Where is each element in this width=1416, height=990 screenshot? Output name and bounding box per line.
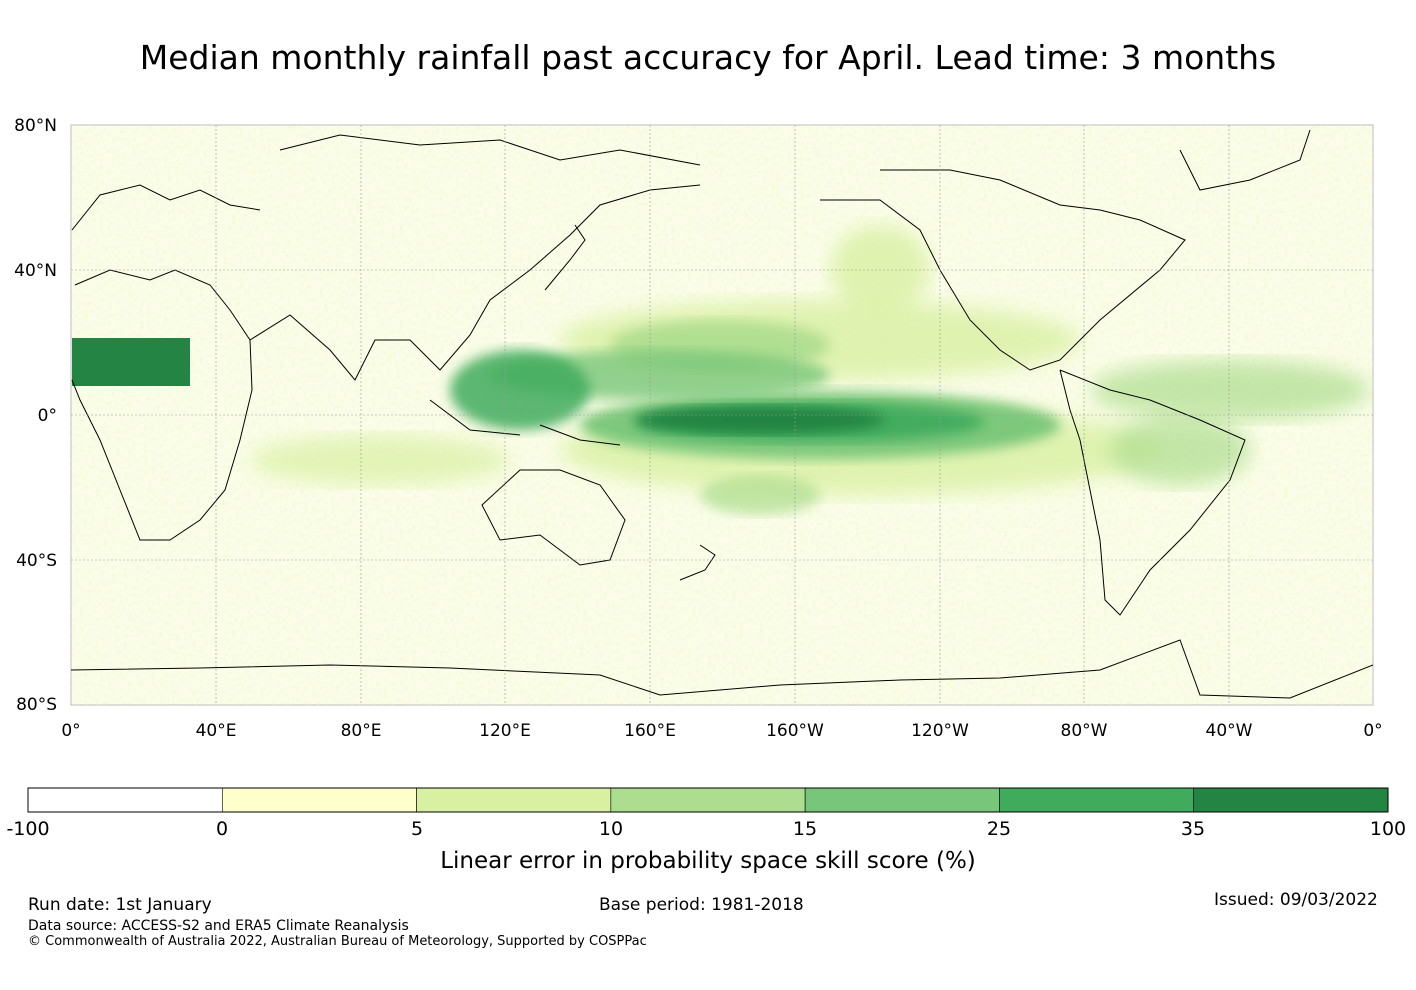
run-date: Run date: 1st January [28,895,212,915]
colorbar-tick: 15 [793,818,817,840]
colorbar-label: Linear error in probability space skill … [440,848,976,874]
lon-label: 0° [1363,721,1382,741]
lat-label: 0° [38,406,57,426]
colorbar-tick: -100 [6,818,49,840]
lon-label: 160°E [624,721,676,741]
issued-date: Issued: 09/03/2022 [1214,890,1378,910]
data-source: Data source: ACCESS-S2 and ERA5 Climate … [28,918,409,934]
copyright: © Commonwealth of Australia 2022, Austra… [28,934,647,949]
graticule [71,125,1373,705]
colorbar-segment [416,787,612,813]
coastlines [71,129,1373,699]
lon-label: 40°W [1206,721,1253,741]
lon-label: 0° [61,721,80,741]
lon-label: 120°W [911,721,969,741]
colorbar-tick: 100 [1370,818,1406,840]
base-period: Base period: 1981-2018 [599,895,804,915]
lon-label: 40°E [196,721,237,741]
colorbar-segment [999,787,1195,813]
colorbar-segment [27,787,223,813]
colorbar-tick: 25 [987,818,1011,840]
lon-label: 80°E [341,721,382,741]
chart-title: Median monthly rainfall past accuracy fo… [139,38,1277,77]
colorbar-segment [1193,787,1389,813]
colorbar-segment [221,787,417,813]
skill-map: 80°N 40°N 0° 40°S 80°S 0° 40°E 80°E 120°… [14,116,1383,741]
lon-label: 120°E [479,721,531,741]
colorbar-tick: 0 [216,818,228,840]
colorbar-segment [804,787,1000,813]
skill-regions [72,225,1370,515]
lat-label: 40°N [14,261,57,281]
colorbar-tick: 10 [599,818,623,840]
colorbar-segment [610,787,806,813]
lon-label: 80°W [1061,721,1108,741]
lat-label: 80°S [16,695,57,715]
lat-label: 40°S [16,551,57,571]
colorbar-tick: 35 [1181,818,1205,840]
colorbar-tick: 5 [411,818,423,840]
lat-label: 80°N [14,116,57,136]
lon-label: 160°W [766,721,824,741]
colorbar: -100 0 5 10 15 25 35 100 Linear error in… [6,787,1406,874]
